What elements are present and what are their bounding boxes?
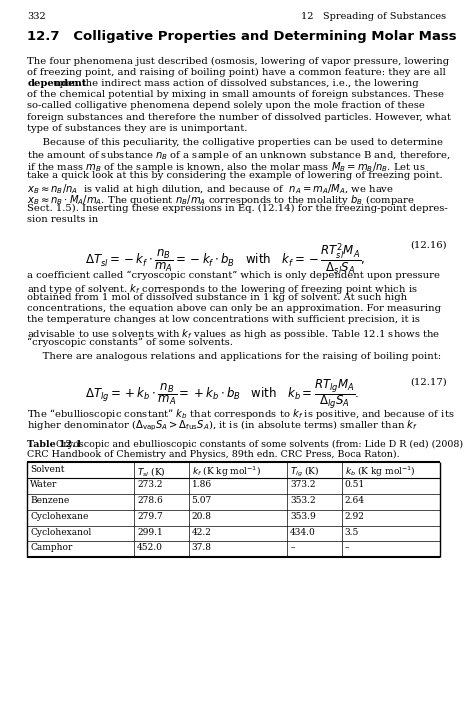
Text: 1.86: 1.86 [191,480,212,490]
Text: “cryoscopic constants” of some solvents.: “cryoscopic constants” of some solvents. [27,338,233,347]
Text: 279.7: 279.7 [137,512,163,521]
Text: Solvent: Solvent [30,465,65,474]
Text: foreign substances and therefore the number of dissolved particles. However, wha: foreign substances and therefore the num… [27,113,451,122]
Text: Water: Water [30,480,58,490]
Text: $x_B \approx n_B/n_A$  is valid at high dilution, and because of  $n_A = m_A/M_A: $x_B \approx n_B/n_A$ is valid at high d… [27,182,394,196]
Text: There are analogous relations and applications for the raising of boiling point:: There are analogous relations and applic… [27,351,442,361]
Text: 273.2: 273.2 [137,480,163,490]
Text: 12   Spreading of Substances: 12 Spreading of Substances [301,12,447,21]
Text: concentrations, the equation above can only be an approximation. For measuring: concentrations, the equation above can o… [27,304,441,313]
Text: the temperature changes at low concentrations with sufficient precision, it is: the temperature changes at low concentra… [27,315,420,325]
Text: if the mass $m_B$ of the sample is known, also the molar mass $M_B = m_B/n_B$. L: if the mass $m_B$ of the sample is known… [27,160,427,174]
Text: and type of solvent. $k_f$ corresponds to the lowering of freezing point which i: and type of solvent. $k_f$ corresponds t… [27,282,419,296]
Text: $T_{lg}$ (K): $T_{lg}$ (K) [290,465,319,479]
Text: 20.8: 20.8 [191,512,212,521]
Text: take a quick look at this by considering the example of lowering of freezing poi: take a quick look at this by considering… [27,171,443,180]
Text: 42.2: 42.2 [191,528,211,537]
Text: Benzene: Benzene [30,496,70,505]
Text: Cryoscopic and ebullioscopic constants of some solvents (from: Lide D R (ed) (20: Cryoscopic and ebullioscopic constants o… [50,440,464,449]
Text: type of substances they are is unimportant.: type of substances they are is unimporta… [27,123,248,133]
Text: 332: 332 [27,12,46,21]
Text: The four phenomena just described (osmosis, lowering of vapor pressure, lowering: The four phenomena just described (osmos… [27,57,450,66]
Text: dependent: dependent [27,79,87,88]
Text: 353.2: 353.2 [290,496,316,505]
Text: $\Delta T_{sl} = -k_{f} \cdot \dfrac{n_B}{m_A} = -k_f \cdot b_B \quad \mathrm{wi: $\Delta T_{sl} = -k_{f} \cdot \dfrac{n_B… [85,241,365,276]
Text: –: – [345,543,349,553]
Text: 12.7   Colligative Properties and Determining Molar Mass: 12.7 Colligative Properties and Determin… [27,30,457,43]
Text: 37.8: 37.8 [191,543,212,553]
Text: $k_f$ (K kg mol$^{-1}$): $k_f$ (K kg mol$^{-1}$) [191,465,261,479]
Text: of the chemical potential by mixing in small amounts of foreign substances. Thes: of the chemical potential by mixing in s… [27,90,445,100]
Text: $T_{sl}$ (K): $T_{sl}$ (K) [137,465,166,478]
Text: of freezing point, and raising of boiling point) have a common feature: they are: of freezing point, and raising of boilin… [27,68,446,77]
Text: $\Delta T_{lg} = +k_{b} \cdot \dfrac{n_B}{m_A} = +k_b \cdot b_B \quad \mathrm{wi: $\Delta T_{lg} = +k_{b} \cdot \dfrac{n_B… [85,377,360,411]
Text: Cyclohexane: Cyclohexane [30,512,89,521]
Text: sion results in: sion results in [27,215,99,224]
Text: $k_b$ (K kg mol$^{-1}$): $k_b$ (K kg mol$^{-1}$) [345,465,415,479]
Text: CRC Handbook of Chemistry and Physics, 89th edn. CRC Press, Boca Raton).: CRC Handbook of Chemistry and Physics, 8… [27,450,400,460]
Text: 5.07: 5.07 [191,496,212,505]
Text: $x_B \approx n_B \cdot M_A/m_A$. The quotient $n_B/m_A$ corresponds to the molal: $x_B \approx n_B \cdot M_A/m_A$. The quo… [27,193,415,207]
Text: a coefficient called “cryoscopic constant” which is only dependent upon pressure: a coefficient called “cryoscopic constan… [27,271,440,280]
Text: 0.51: 0.51 [345,480,365,490]
Text: Camphor: Camphor [30,543,73,553]
Text: Table 12.1: Table 12.1 [27,440,82,449]
Text: obtained from 1 mol of dissolved substance in 1 kg of solvent. At such high: obtained from 1 mol of dissolved substan… [27,293,408,303]
Text: 2.92: 2.92 [345,512,365,521]
Text: so-called colligative phenomena depend solely upon the mole fraction of these: so-called colligative phenomena depend s… [27,101,425,110]
Text: (12.17): (12.17) [410,377,447,386]
Text: Because of this peculiarity, the colligative properties can be used to determine: Because of this peculiarity, the colliga… [27,138,444,147]
Text: 353.9: 353.9 [290,512,316,521]
Text: upon the indirect mass action of dissolved substances, i.e., the lowering: upon the indirect mass action of dissolv… [50,79,418,88]
Text: 278.6: 278.6 [137,496,163,505]
Text: 3.5: 3.5 [345,528,359,537]
Text: 373.2: 373.2 [290,480,316,490]
Text: advisable to use solvents with $k_f$ values as high as possible. Table 12.1 show: advisable to use solvents with $k_f$ val… [27,326,441,341]
Text: (12.16): (12.16) [410,241,447,250]
Text: 299.1: 299.1 [137,528,163,537]
Text: the amount of substance $n_B$ of a sample of an unknown substance B and, therefo: the amount of substance $n_B$ of a sampl… [27,148,451,162]
Text: Sect. 1.5). Inserting these expressions in Eq. (12.14) for the freezing-point de: Sect. 1.5). Inserting these expressions … [27,204,448,214]
Text: The “ebullioscopic constant” $k_b$ that corresponds to $k_f$ is positive, and be: The “ebullioscopic constant” $k_b$ that … [27,407,455,422]
Text: higher denominator ($\Delta_{\mathrm{vap}}S_A > \Delta_{\mathrm{fus}}S_A$), it i: higher denominator ($\Delta_{\mathrm{vap… [27,418,418,433]
Text: 2.64: 2.64 [345,496,365,505]
Text: 452.0: 452.0 [137,543,163,553]
Text: Cyclohexanol: Cyclohexanol [30,528,91,537]
Text: –: – [290,543,295,553]
Text: 434.0: 434.0 [290,528,316,537]
